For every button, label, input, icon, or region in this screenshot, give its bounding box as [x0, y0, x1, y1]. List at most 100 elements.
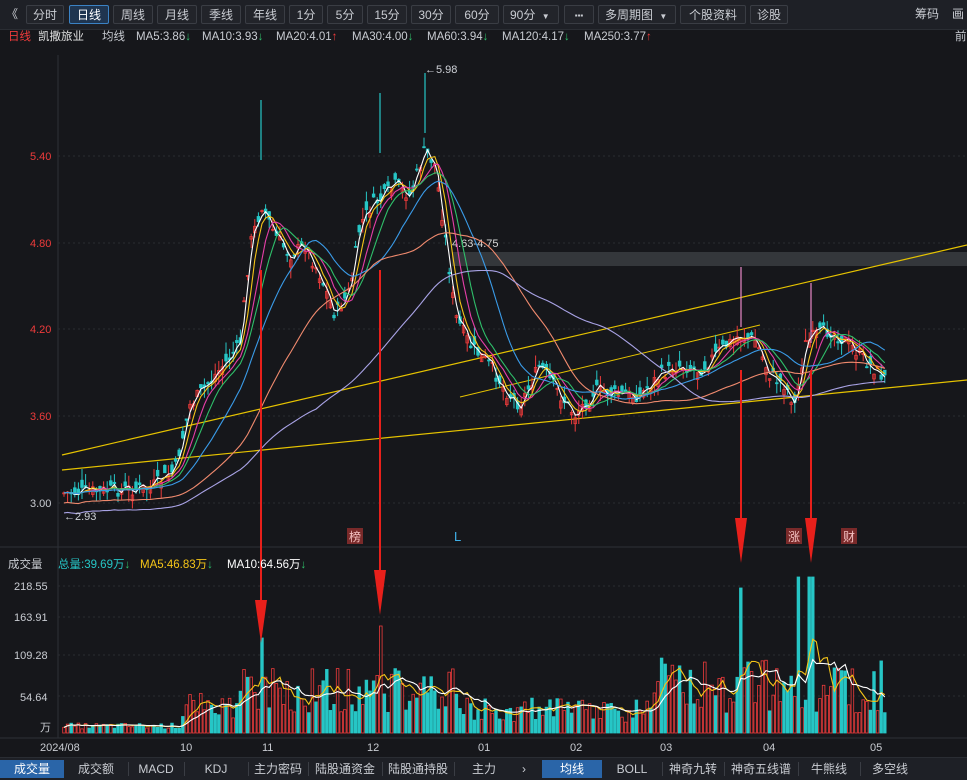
arrow-down-icon — [735, 518, 747, 563]
ma20-value: MA20:4.01 — [276, 31, 332, 43]
period-tab-15min[interactable]: 15分 — [367, 5, 407, 24]
candle-body — [256, 216, 261, 223]
period-tab-1min[interactable]: 1分 — [289, 5, 323, 24]
ma-settings-label[interactable]: 均线 — [102, 31, 125, 43]
back-button[interactable]: 《 — [6, 7, 19, 21]
tab-long-short-line[interactable]: 多空线 — [871, 762, 908, 776]
event-tag-ranking[interactable] — [347, 528, 363, 544]
multi-period-dropdown[interactable]: 多周期图 ▼ — [598, 5, 676, 24]
volume-bar — [616, 710, 621, 734]
volume-bar — [688, 669, 693, 734]
period-tab-5min[interactable]: 5分 — [327, 5, 363, 24]
tab-bull-bear-line[interactable]: 牛熊线 — [810, 762, 847, 776]
tab-main-force-code[interactable]: 主力密码 — [253, 762, 302, 776]
candle-body — [289, 259, 293, 268]
event-tag-finance[interactable] — [841, 528, 857, 544]
more-menu-button[interactable]: ▪▪▪ — [564, 5, 594, 24]
event-tag-l[interactable]: L — [454, 529, 461, 544]
volume-ma-lines — [63, 638, 886, 728]
arrow-down-icon: ↓ — [300, 559, 307, 571]
volume-bar — [717, 678, 721, 734]
volume-ma5-line — [63, 638, 886, 728]
candle-body — [429, 159, 433, 163]
candle-body — [602, 390, 606, 393]
volume-tick: 54.64 — [20, 692, 48, 704]
volume-bar — [130, 726, 135, 734]
period-tab-30min[interactable]: 30分 — [411, 5, 451, 24]
period-tab-weekly[interactable]: 周线 — [113, 5, 153, 24]
volume-bar — [530, 697, 534, 734]
volume-bar — [191, 699, 196, 734]
volume-bar — [785, 691, 790, 734]
period-tab-yearly[interactable]: 年线 — [245, 5, 285, 24]
tab-boll[interactable]: BOLL — [616, 762, 648, 776]
volume-bar — [155, 726, 160, 734]
volume-bar — [80, 728, 84, 734]
candle-body — [749, 332, 754, 336]
volume-bar — [263, 676, 268, 734]
candle-body — [317, 278, 322, 284]
volume-bar — [850, 668, 855, 734]
volume-bar — [469, 703, 473, 734]
volume-bar — [404, 709, 408, 734]
arrow-down-icon: ↓ — [482, 31, 489, 43]
tab-divider — [860, 762, 861, 776]
tab-divider — [184, 762, 185, 776]
chevron-right-icon[interactable]: › — [522, 762, 526, 776]
volume-bar — [580, 699, 585, 734]
arrow-down-icon — [805, 518, 817, 563]
candle-body — [746, 333, 750, 339]
tab-turnover[interactable]: 成交额 — [77, 762, 114, 776]
candle-body — [767, 378, 772, 381]
volume-bar — [271, 668, 275, 734]
stock-info-button[interactable]: 个股资料 — [680, 5, 746, 24]
volume-bar — [706, 684, 711, 734]
tab-northbound-funds[interactable]: 陆股通资金 — [314, 762, 375, 776]
candle-body — [465, 335, 469, 344]
period-tab-monthly[interactable]: 月线 — [157, 5, 197, 24]
volume-bar — [555, 698, 559, 734]
candle-body — [137, 482, 142, 486]
volume-bar — [591, 718, 595, 734]
volume-bar — [429, 676, 433, 734]
ma-line — [63, 180, 886, 495]
event-tag-limit-up[interactable] — [786, 528, 802, 544]
kline-chart[interactable]: 4.63-4.75 ←5.98 ←2.93 榜 L 涨 财 5.40 4.80 … — [0, 45, 967, 757]
tab-macd[interactable]: MACD — [138, 762, 174, 776]
period-tab-intraday[interactable]: 分时 — [26, 5, 64, 24]
volume-bar — [451, 668, 455, 734]
candle-body — [850, 344, 855, 352]
candle-body — [613, 385, 617, 390]
tab-northbound-holdings[interactable]: 陆股通持股 — [387, 762, 448, 776]
volume-bar — [778, 701, 783, 734]
draw-button[interactable]: 画 — [952, 7, 965, 21]
ma-line — [63, 163, 886, 495]
diagnose-button[interactable]: 诊股 — [750, 5, 788, 24]
stock-name: 凯撒旅业 — [38, 31, 84, 43]
volume-bar — [667, 675, 671, 734]
period-tab-daily[interactable]: 日线 — [69, 5, 109, 24]
volume-bar — [854, 712, 858, 734]
period-tab-60min[interactable]: 60分 — [455, 5, 499, 24]
volume-bar — [231, 717, 235, 734]
candle-body — [775, 382, 779, 385]
candle-body — [721, 339, 725, 345]
tab-magic-five-lines[interactable]: 神奇五线谱 — [730, 762, 791, 776]
volume-bar — [227, 697, 232, 734]
candle-body — [533, 367, 538, 373]
volume-total: 总量:39.69万↓ — [58, 557, 130, 574]
volume-bar — [800, 707, 804, 734]
tab-volume[interactable]: 成交量 — [0, 760, 64, 778]
period-tab-quarterly[interactable]: 季线 — [201, 5, 241, 24]
tab-ma[interactable]: 均线 — [542, 760, 602, 778]
tab-magic-nine[interactable]: 神奇九转 — [668, 762, 717, 776]
volume-bar — [253, 692, 257, 734]
chips-button[interactable]: 筹码 — [915, 7, 940, 21]
volume-bar — [692, 703, 696, 734]
volume-bar — [710, 684, 714, 734]
tab-main-force[interactable]: 主力 — [471, 762, 496, 776]
volume-bar — [159, 723, 163, 734]
candle-body — [130, 494, 135, 502]
period-dropdown-90min[interactable]: 90分 ▼ — [503, 5, 559, 24]
tab-kdj[interactable]: KDJ — [204, 762, 228, 776]
